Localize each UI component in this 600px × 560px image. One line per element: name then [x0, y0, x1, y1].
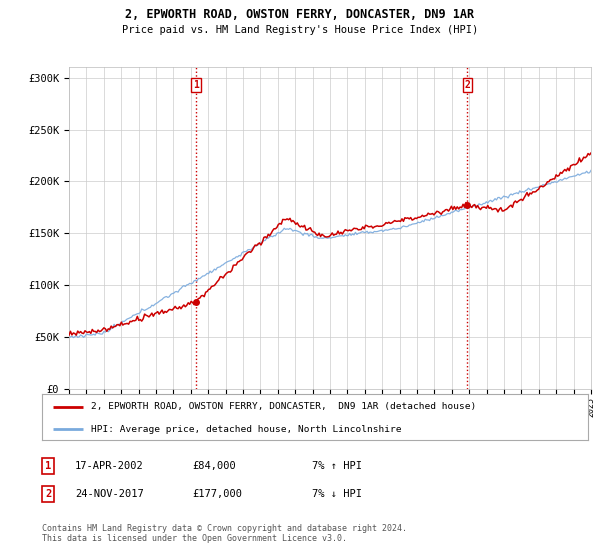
Text: 24-NOV-2017: 24-NOV-2017 — [75, 489, 144, 499]
Text: 2, EPWORTH ROAD, OWSTON FERRY, DONCASTER,  DN9 1AR (detached house): 2, EPWORTH ROAD, OWSTON FERRY, DONCASTER… — [91, 402, 476, 411]
Text: 7% ↓ HPI: 7% ↓ HPI — [312, 489, 362, 499]
Text: 1: 1 — [45, 461, 51, 471]
Text: 7% ↑ HPI: 7% ↑ HPI — [312, 461, 362, 471]
Text: £84,000: £84,000 — [192, 461, 236, 471]
Text: 2: 2 — [45, 489, 51, 499]
Text: 17-APR-2002: 17-APR-2002 — [75, 461, 144, 471]
Text: £177,000: £177,000 — [192, 489, 242, 499]
Text: 2, EPWORTH ROAD, OWSTON FERRY, DONCASTER, DN9 1AR: 2, EPWORTH ROAD, OWSTON FERRY, DONCASTER… — [125, 8, 475, 21]
Text: 2: 2 — [464, 80, 470, 90]
Text: Contains HM Land Registry data © Crown copyright and database right 2024.
This d: Contains HM Land Registry data © Crown c… — [42, 524, 407, 543]
Text: 1: 1 — [193, 80, 199, 90]
Text: HPI: Average price, detached house, North Lincolnshire: HPI: Average price, detached house, Nort… — [91, 425, 401, 434]
Text: Price paid vs. HM Land Registry's House Price Index (HPI): Price paid vs. HM Land Registry's House … — [122, 25, 478, 35]
